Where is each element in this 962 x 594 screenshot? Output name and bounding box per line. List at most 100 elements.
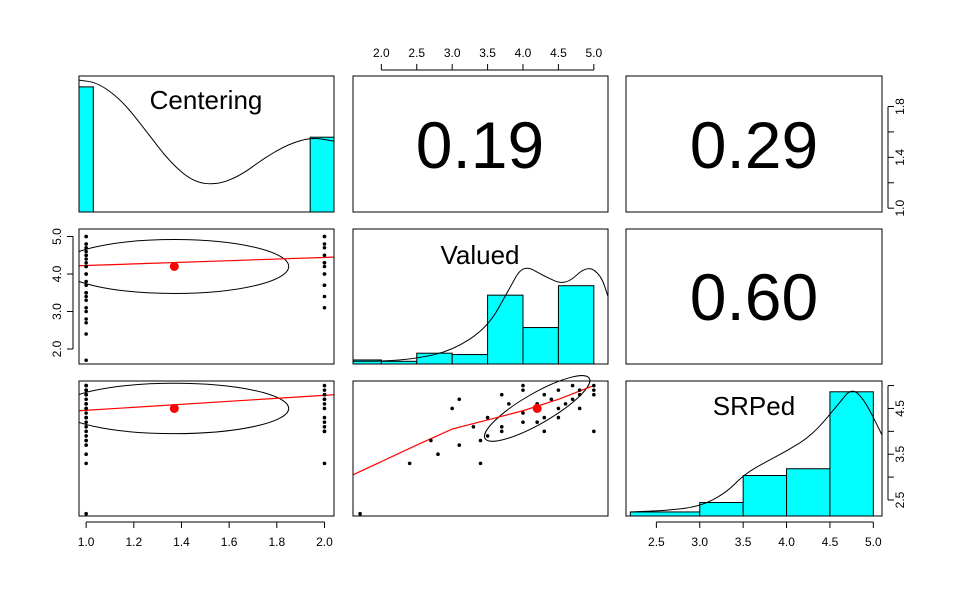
hist-bar-srped (699, 502, 744, 517)
panel-centering-srped (625, 75, 883, 213)
data-point-srped_vs_valued (521, 383, 525, 388)
data-point-valued_vs_centering (84, 257, 88, 261)
data-point-srped_vs_valued (592, 429, 596, 434)
panel-centering-centering (78, 75, 335, 213)
panel-srped-srped (625, 380, 883, 517)
tick-label: 4.5 (822, 535, 839, 549)
tick-label: 1.0 (893, 200, 907, 217)
tick-label: 1.4 (173, 535, 190, 549)
hist-bar-srped (742, 475, 788, 517)
data-point-srped_vs_valued (592, 383, 596, 388)
data-point-srped_vs_centering (84, 388, 88, 392)
data-point-srped_vs_centering (84, 406, 88, 411)
data-point-srped_vs_centering (322, 383, 327, 388)
data-point-valued_vs_centering (322, 253, 327, 258)
data-point-srped_vs_valued (521, 388, 525, 392)
data-point-srped_vs_valued (521, 420, 525, 424)
hist-bar-centering (309, 136, 335, 213)
hist-bar-valued (352, 359, 382, 365)
data-point-srped_vs_valued (478, 438, 483, 443)
panel-valued-srped (625, 228, 883, 365)
tick-label: 1.0 (78, 535, 95, 549)
hist-bar-srped (629, 511, 701, 517)
density-curve-valued (353, 267, 609, 362)
tick-label: 1.6 (221, 535, 238, 549)
text-layer: Centering Valued SRPed 0.19 0.29 0.60 (150, 85, 819, 421)
tick-label: 5.0 (865, 535, 882, 549)
data-point-srped_vs_valued (592, 388, 596, 392)
data-point-srped_vs_valued (542, 392, 547, 397)
panel-valued-centering (78, 228, 335, 365)
tick-label: 3.5 (479, 46, 496, 60)
loess-line-srped_vs_valued (353, 385, 595, 476)
data-point-valued_vs_centering (84, 253, 88, 258)
data-point-srped_vs_valued (542, 429, 547, 434)
data-point-srped_vs_valued (563, 402, 568, 406)
data-point-srped_vs_centering (84, 411, 88, 415)
data-point-srped_vs_centering (322, 402, 327, 406)
data-point-valued_vs_centering (84, 294, 88, 299)
data-point-srped_vs_valued (478, 461, 483, 466)
panel-centering-valued (352, 75, 609, 213)
hist-bar-valued (557, 285, 595, 365)
data-point-srped_vs_valued (358, 511, 362, 516)
panel-srped-valued (352, 380, 609, 517)
data-point-valued_vs_centering (84, 264, 88, 269)
data-point-srped_vs_valued (457, 443, 462, 447)
data-point-srped_vs_valued (592, 392, 596, 397)
data-point-valued_vs_centering (322, 305, 327, 310)
data-point-valued_vs_centering (84, 272, 88, 276)
data-point-valued_vs_centering (84, 242, 88, 246)
data-point-srped_vs_valued (542, 415, 547, 420)
data-point-valued_vs_centering (84, 234, 88, 239)
mean-point-srped_vs_valued (532, 403, 542, 413)
data-point-valued_vs_centering (84, 320, 88, 325)
mean-point-valued_vs_centering (169, 262, 179, 271)
data-point-srped_vs_centering (322, 461, 327, 466)
data-point-srped_vs_valued (457, 397, 462, 402)
data-point-valued_vs_centering (84, 249, 88, 254)
tick-label: 3.5 (893, 446, 907, 463)
axes-layer: 1.0 1.2 1.4 1.6 1.8 2.0 2.5 3.0 3.5 4.0 4.5 5.0 2.0 2… (50, 46, 907, 549)
data-point-valued_vs_centering (322, 260, 327, 265)
data-point-srped_vs_centering (322, 429, 327, 434)
data-point-srped_vs_centering (322, 420, 327, 424)
tick-label: 1.8 (268, 535, 285, 549)
data-point-srped_vs_centering (84, 402, 88, 406)
data-point-srped_vs_centering (84, 434, 88, 438)
tick-label: 4.5 (550, 46, 567, 60)
tick-label: 4.0 (515, 46, 532, 60)
data-point-srped_vs_centering (84, 392, 88, 397)
fit-line-layer (79, 256, 595, 476)
data-point-srped_vs_centering (84, 424, 88, 429)
tick-label: 1.4 (893, 149, 907, 166)
data-point-srped_vs_valued (429, 438, 433, 443)
corr-centering-srped: 0.29 (690, 108, 818, 182)
data-point-srped_vs_valued (450, 406, 454, 411)
data-point-valued_vs_centering (322, 283, 327, 288)
data-point-srped_vs_centering (84, 443, 88, 447)
data-point-srped_vs_centering (84, 438, 88, 443)
varname-valued: Valued (440, 240, 519, 270)
data-point-srped_vs_valued (471, 424, 476, 429)
data-point-valued_vs_centering (84, 317, 88, 321)
data-point-srped_vs_valued (507, 402, 511, 406)
tick-label: 3.0 (444, 46, 461, 60)
points-layer (84, 234, 596, 516)
hist-bar-centering (78, 86, 94, 213)
data-point-srped_vs_valued (499, 429, 504, 434)
tick-label: 4.5 (893, 400, 907, 417)
tick-label: 2.5 (893, 491, 907, 508)
corr-valued-srped: 0.60 (690, 260, 818, 334)
tick-label: 2.5 (408, 46, 425, 60)
ellipse-layer (79, 239, 591, 442)
varname-srped: SRPed (713, 391, 795, 421)
data-point-srped_vs_valued (556, 415, 561, 420)
mean-layer (169, 262, 542, 413)
data-point-valued_vs_centering (84, 358, 88, 363)
hist-bar-valued (487, 294, 524, 365)
data-point-srped_vs_centering (322, 392, 327, 397)
data-point-srped_vs_centering (84, 383, 88, 388)
data-point-srped_vs_valued (485, 434, 490, 438)
